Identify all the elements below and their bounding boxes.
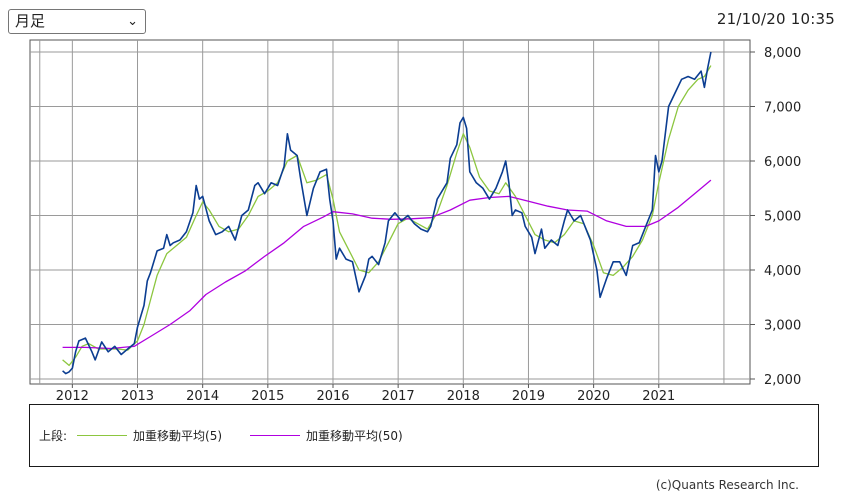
legend-text-ma5: 加重移動平均(5): [133, 429, 223, 443]
y-tick-label: 8,000: [764, 46, 801, 61]
x-tick-label: 2021: [642, 389, 675, 400]
timestamp: 21/10/20 10:35: [716, 10, 835, 28]
legend-item-ma50: 加重移動平均(50): [244, 427, 403, 444]
chevron-down-icon: ⌄: [127, 14, 138, 29]
legend-label: 上段:: [39, 429, 68, 443]
x-tick-label: 2020: [577, 389, 610, 400]
series-line-ma50: [62, 179, 712, 350]
period-select-value: 月足: [15, 12, 46, 30]
legend-item-ma5: 加重移動平均(5): [71, 427, 222, 444]
x-tick-label: 2018: [447, 389, 480, 400]
period-select[interactable]: 月足 ⌄: [8, 9, 146, 34]
legend-swatch-ma5: [77, 435, 128, 436]
x-tick-label: 2014: [186, 389, 219, 400]
x-tick-label: 2017: [382, 389, 415, 400]
series-line-ma5: [62, 65, 712, 367]
y-tick-label: 4,000: [764, 264, 801, 279]
grid-layer: [29, 39, 751, 385]
x-tick-label: 2015: [251, 389, 284, 400]
y-tick-label: 6,000: [764, 155, 801, 170]
series-line-price: [62, 51, 712, 375]
legend-swatch-ma50: [250, 435, 301, 436]
price-chart: 2,000 3,000 4,000 5,000 6,000 7,000 8,000 2012 2…: [29, 39, 801, 400]
axis-layer: 2,000 3,000 4,000 5,000 6,000 7,000 8,000 2012 2…: [56, 46, 801, 400]
y-tick-label: 7,000: [764, 101, 801, 116]
series-layer: [62, 51, 712, 375]
y-tick-label: 5,000: [764, 210, 801, 225]
x-tick-label: 2019: [512, 389, 545, 400]
y-tick-label: 3,000: [764, 319, 801, 334]
copyright: (c)Quants Research Inc.: [655, 478, 799, 492]
y-tick-label: 2,000: [764, 373, 801, 388]
plot-frame: [29, 39, 751, 385]
legend-text-ma50: 加重移動平均(50): [306, 429, 403, 443]
x-tick-label: 2012: [56, 389, 89, 400]
legend-box: 上段: 加重移動平均(5) 加重移動平均(50): [29, 404, 819, 467]
x-tick-label: 2013: [121, 389, 154, 400]
x-tick-label: 2016: [316, 389, 349, 400]
legend-row: 上段: 加重移動平均(5) 加重移動平均(50): [39, 427, 425, 444]
